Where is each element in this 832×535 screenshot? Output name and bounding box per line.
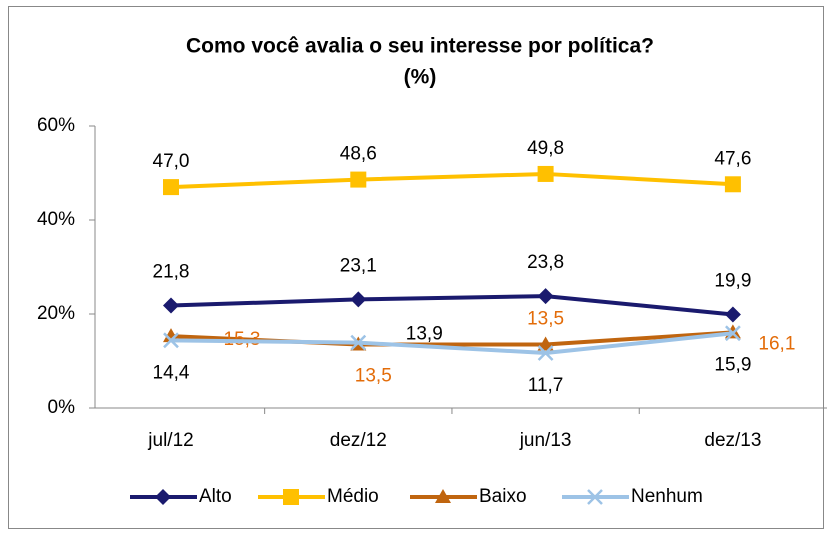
line bbox=[170, 294, 734, 317]
line bbox=[170, 171, 734, 190]
marker bbox=[350, 291, 367, 308]
data-label: 21,8 bbox=[153, 262, 190, 283]
data-label: 15,9 bbox=[714, 354, 751, 375]
marker bbox=[163, 332, 179, 349]
marker bbox=[725, 325, 741, 342]
data-label: 49,8 bbox=[527, 138, 564, 159]
data-label: 13,5 bbox=[527, 309, 564, 330]
marker bbox=[350, 334, 367, 351]
data-label: 47,0 bbox=[153, 151, 190, 172]
marker bbox=[587, 489, 603, 505]
data-label: 11,7 bbox=[528, 375, 564, 396]
line bbox=[170, 331, 734, 356]
legend-label: Nenhum bbox=[631, 486, 703, 507]
marker bbox=[283, 489, 299, 505]
data-label: 47,6 bbox=[714, 148, 751, 169]
x-tick-label: dez/12 bbox=[330, 430, 387, 451]
y-tick-label: 0% bbox=[48, 397, 76, 418]
x-tick-label: dez/13 bbox=[704, 430, 761, 451]
data-label: 19,9 bbox=[714, 270, 751, 291]
data-label: 14,4 bbox=[153, 362, 190, 383]
legend-label: Alto bbox=[199, 486, 232, 507]
y-tick-label: 60% bbox=[37, 115, 75, 136]
marker bbox=[435, 489, 451, 503]
chart-border bbox=[8, 6, 824, 529]
data-label: 13,5 bbox=[355, 366, 392, 387]
marker bbox=[537, 345, 554, 361]
marker bbox=[155, 489, 171, 505]
marker bbox=[537, 165, 554, 182]
x-tick-label: jun/13 bbox=[519, 430, 572, 451]
y-tick-label: 40% bbox=[37, 209, 75, 230]
marker bbox=[724, 306, 741, 323]
data-label: 23,1 bbox=[340, 255, 377, 276]
marker bbox=[163, 297, 179, 314]
data-label: 13,9 bbox=[406, 324, 443, 345]
y-tick-label: 20% bbox=[37, 303, 75, 324]
legend-label: Baixo bbox=[479, 486, 527, 507]
marker bbox=[350, 171, 367, 188]
data-label: 48,6 bbox=[340, 144, 377, 165]
marker bbox=[724, 176, 741, 193]
data-label: 23,8 bbox=[527, 252, 564, 273]
data-label: 16,1 bbox=[758, 333, 795, 354]
chart-title: Como você avalia o seu interesse por pol… bbox=[186, 35, 654, 58]
x-tick-label: jul/12 bbox=[147, 430, 193, 451]
legend-label: Médio bbox=[327, 486, 379, 507]
chart-subtitle: (%) bbox=[404, 66, 437, 89]
marker bbox=[537, 288, 554, 305]
marker bbox=[537, 336, 554, 351]
marker bbox=[163, 179, 179, 196]
